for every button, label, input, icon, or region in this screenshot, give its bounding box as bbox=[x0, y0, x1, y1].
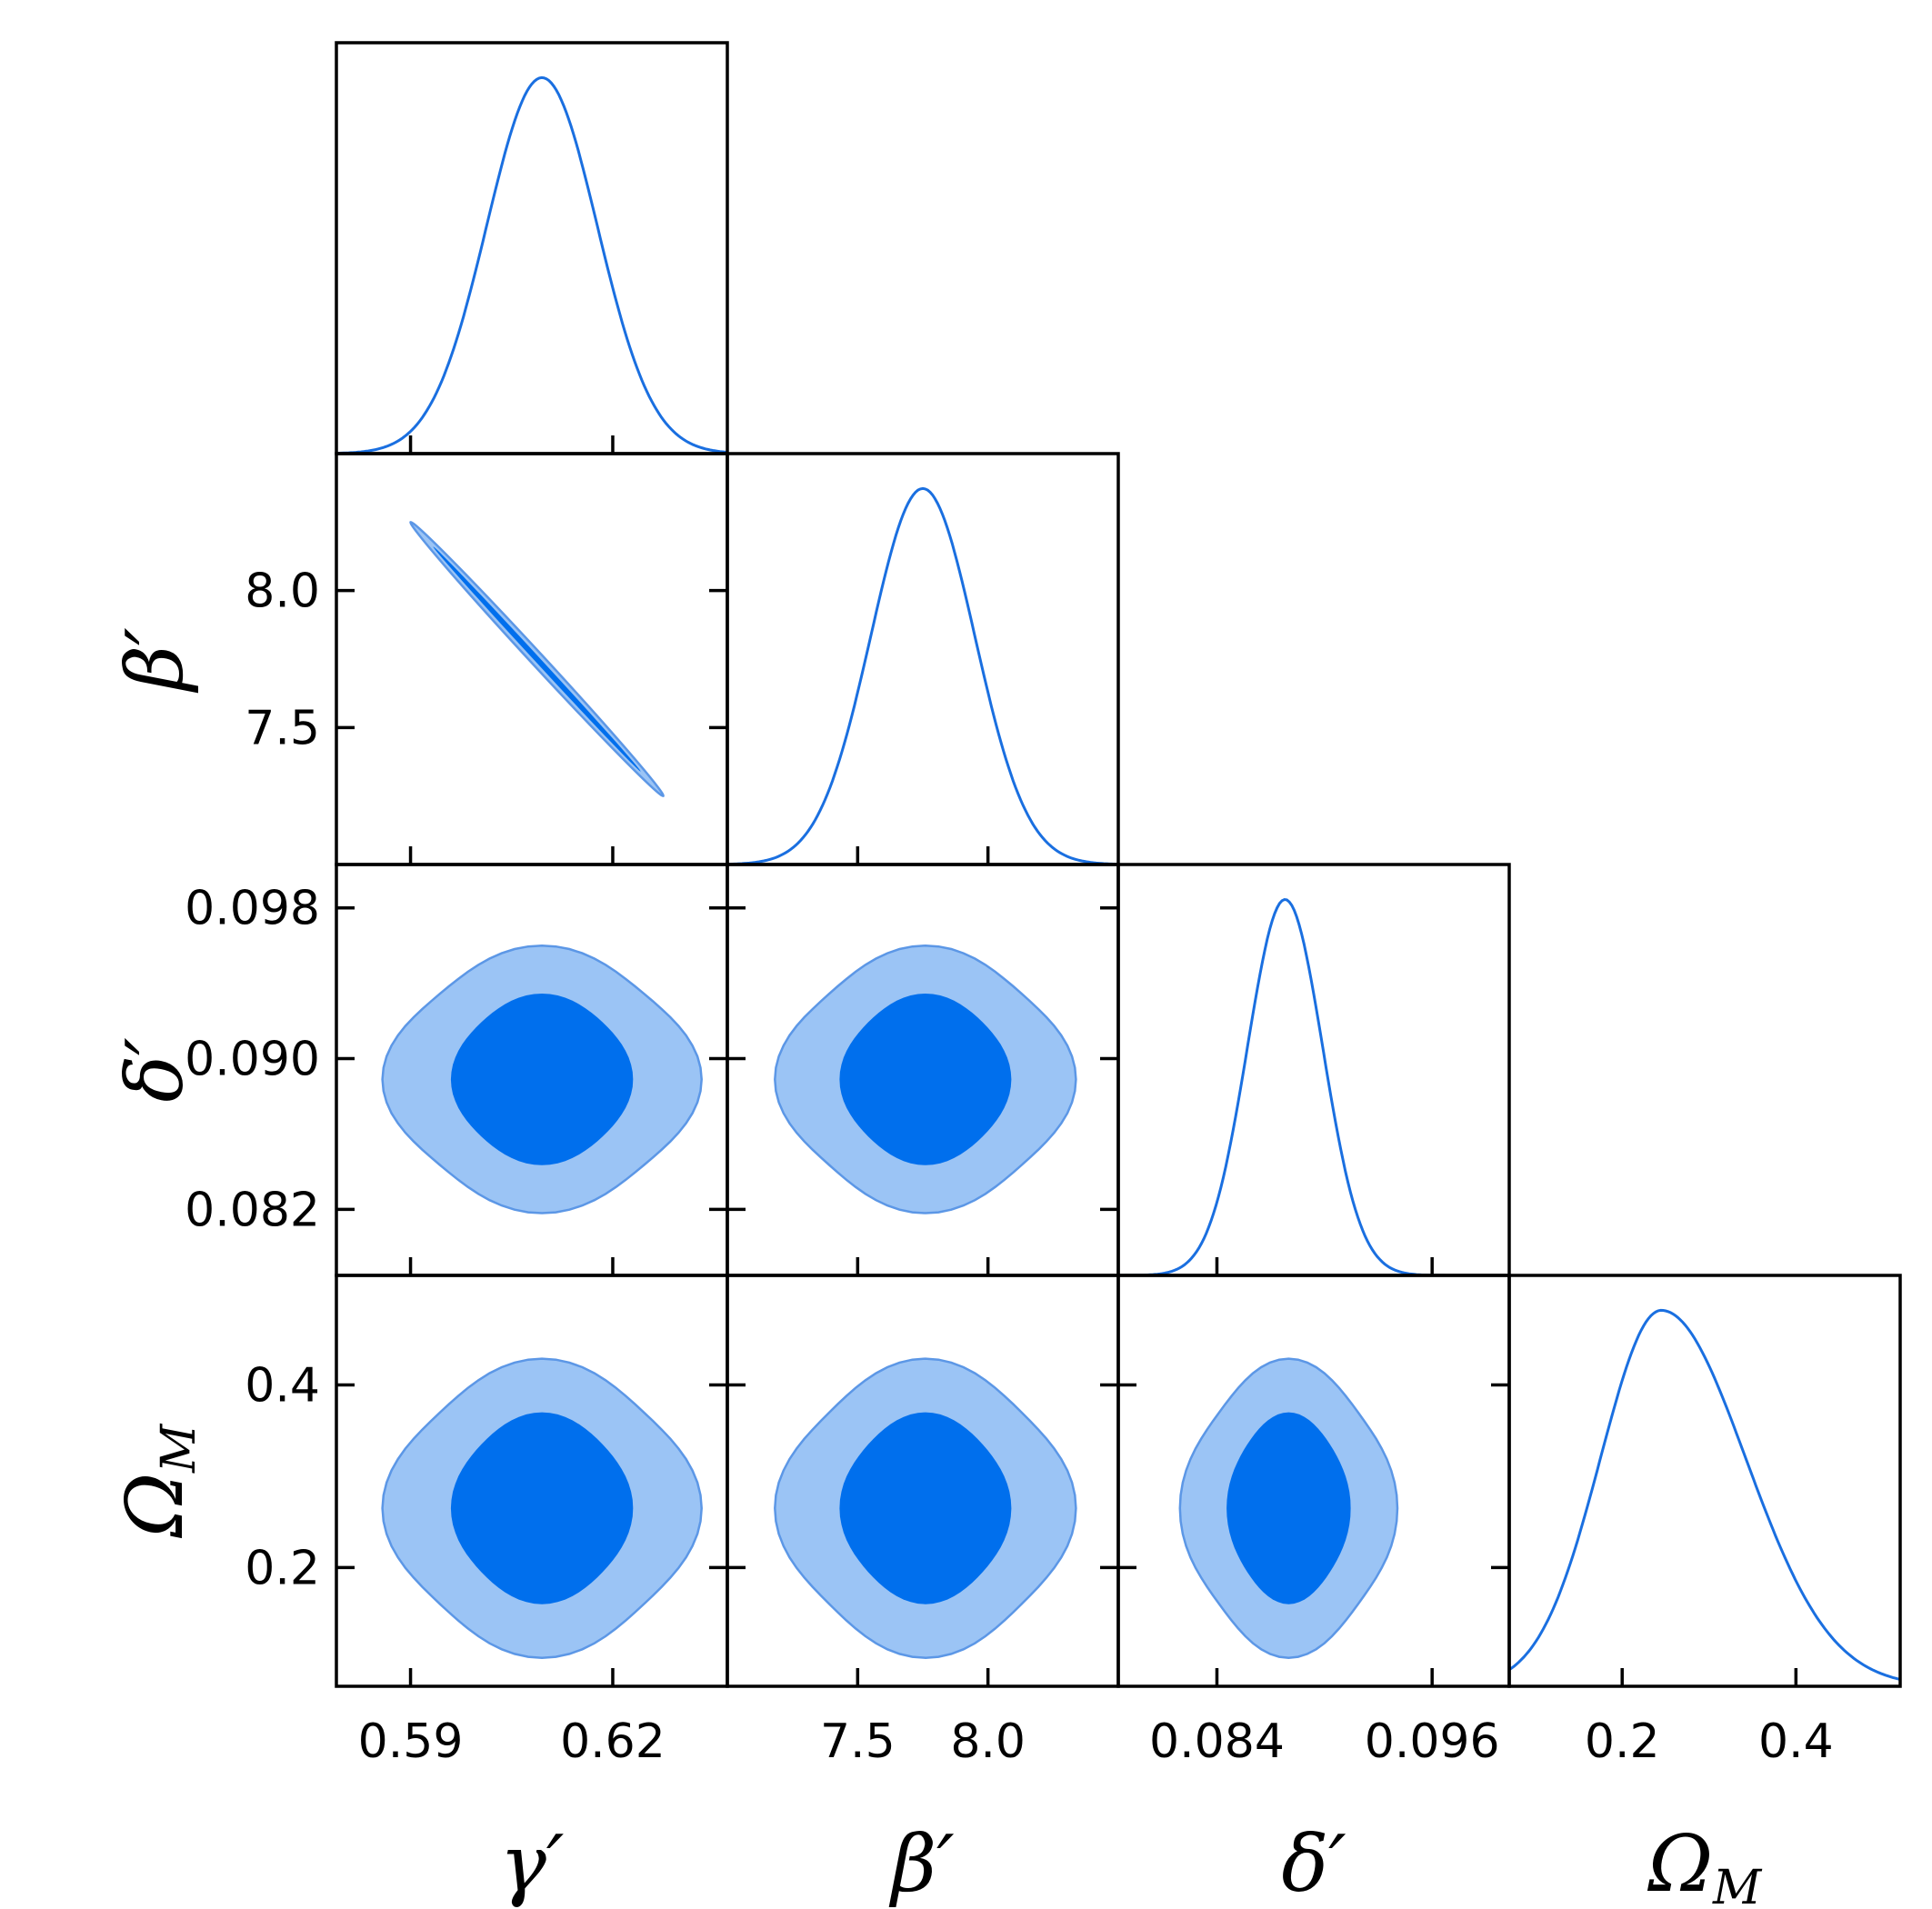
x-axis-label-delta: δ′ bbox=[1281, 1819, 1346, 1909]
y-axis-label-beta: β′ bbox=[110, 627, 201, 693]
x-tick-label-delta: 0.096 bbox=[1365, 1714, 1500, 1769]
x-axis-label-omega: ΩM bbox=[1647, 1819, 1763, 1909]
x-tick-label-beta: 7.5 bbox=[820, 1714, 896, 1769]
x-tick-label-gamma: 0.59 bbox=[358, 1714, 464, 1769]
contour-68-gamma-omega bbox=[450, 1412, 634, 1604]
density-curve-omega bbox=[1508, 1308, 1901, 1681]
contour-68-gamma-beta bbox=[433, 546, 641, 772]
x-axis-label-beta: β′ bbox=[888, 1819, 954, 1909]
x-tick-label-beta: 8.0 bbox=[950, 1714, 1026, 1769]
contour-68-beta-delta bbox=[839, 994, 1012, 1165]
y-tick-label-delta: 0.082 bbox=[185, 1183, 320, 1237]
x-axis-label-gamma: γ′ bbox=[500, 1819, 565, 1909]
contour-68-delta-omega bbox=[1226, 1412, 1351, 1604]
y-tick-label-delta: 0.090 bbox=[185, 1033, 320, 1087]
contour-68-beta-omega bbox=[839, 1412, 1012, 1604]
y-axis-label-omega: ΩM bbox=[110, 1423, 206, 1538]
y-tick-label-omega: 0.4 bbox=[245, 1359, 320, 1414]
panel-beta-beta bbox=[726, 452, 1120, 866]
y-tick-label-delta: 0.098 bbox=[185, 882, 320, 936]
y-tick-label-omega: 0.2 bbox=[245, 1541, 320, 1595]
density-curve-delta bbox=[1118, 897, 1509, 1277]
y-tick-label-beta: 8.0 bbox=[245, 565, 320, 619]
x-tick-label-gamma: 0.62 bbox=[560, 1714, 666, 1769]
density-curve-beta bbox=[727, 486, 1118, 866]
x-tick-label-omega: 0.2 bbox=[1585, 1714, 1660, 1769]
x-tick-label-omega: 0.4 bbox=[1758, 1714, 1834, 1769]
y-tick-label-beta: 7.5 bbox=[245, 701, 320, 755]
contour-68-gamma-delta bbox=[450, 994, 634, 1165]
x-tick-label-delta: 0.084 bbox=[1149, 1714, 1285, 1769]
panel-omega-omega bbox=[1507, 1274, 1902, 1688]
panel-delta-delta bbox=[1116, 863, 1511, 1277]
y-axis-label-delta: δ′ bbox=[110, 1037, 201, 1102]
density-curve-gamma bbox=[335, 75, 728, 455]
panel-gamma-gamma bbox=[335, 41, 729, 455]
